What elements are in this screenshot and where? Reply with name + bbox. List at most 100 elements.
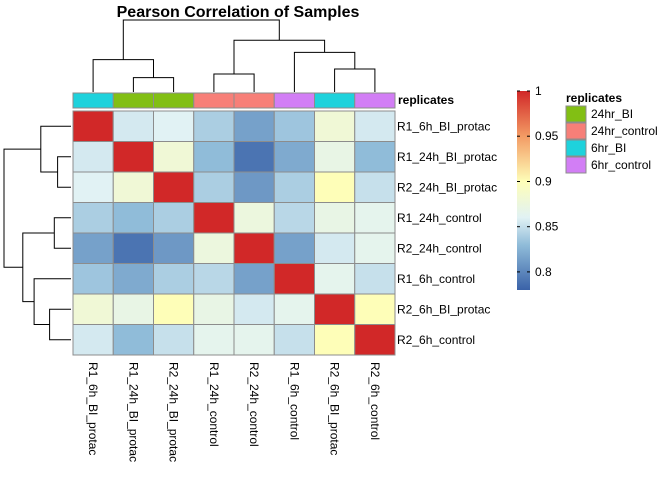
- annotation-legend-label: 24hr_BI: [591, 107, 633, 121]
- heatmap-cell: [72, 141, 114, 173]
- dendrogram-branch: [334, 68, 376, 92]
- color-scale-legend: 0.8 0.85 0.9 0.95 1: [517, 84, 559, 290]
- dendrogram-branch: [57, 156, 71, 188]
- row-label: R2_6h_control: [397, 333, 475, 347]
- heatmap-cell: [273, 171, 315, 203]
- row-label: R2_24h_control: [397, 241, 482, 255]
- heatmap-cell: [72, 202, 114, 234]
- annotation-cell: [233, 92, 275, 109]
- heatmap-cell: [233, 263, 275, 295]
- color-scale-tick-label: 0.85: [535, 220, 559, 234]
- heatmap-cell: [233, 324, 275, 356]
- column-label: R1_24h_BI_protac: [126, 362, 140, 462]
- heatmap-cell: [314, 324, 356, 356]
- annotation-cell: [193, 92, 235, 109]
- heatmap-cell: [233, 110, 275, 142]
- heatmap-cell: [112, 202, 154, 234]
- heatmap-cell: [193, 110, 235, 142]
- dendrogram-branch: [22, 232, 55, 303]
- column-label: R1_24h_control: [207, 362, 221, 447]
- row-dendrogram: [3, 125, 71, 341]
- dendrogram-branch: [3, 148, 41, 268]
- column-label: R2_6h_control: [368, 362, 382, 440]
- annotation-row-label: replicates: [398, 93, 454, 107]
- heatmap-cell: [193, 263, 235, 295]
- heatmap-cell: [153, 141, 195, 173]
- annotation-cell: [72, 92, 114, 109]
- heatmap-cell: [72, 263, 114, 295]
- heatmap-cell: [354, 141, 396, 173]
- annotation-cell: [314, 92, 356, 109]
- dendrogram-branch: [49, 308, 71, 341]
- row-labels: R1_6h_BI_protac R1_24h_BI_protac R2_24h_BI…: [397, 119, 497, 346]
- heatmap-cell: [273, 141, 315, 173]
- heatmap-cell: [193, 324, 235, 356]
- color-scale-tick-label: 0.9: [535, 175, 552, 189]
- row-label: R1_24h_BI_protac: [397, 150, 497, 164]
- heatmap-cell: [72, 171, 114, 203]
- dendrogram-branch: [213, 73, 255, 92]
- dendrogram-branch: [92, 59, 154, 92]
- heatmap-cell: [193, 293, 235, 325]
- annotation-legend-swatch: [565, 105, 587, 123]
- heatmap-cell: [112, 110, 154, 142]
- heatmap-cell: [273, 202, 315, 234]
- column-labels: R1_6h_BI_protac R1_24h_BI_protac R2_24h_BI…: [86, 362, 382, 462]
- heatmap-cell: [72, 324, 114, 356]
- heatmap-cell: [112, 171, 154, 203]
- dendrogram-branch: [33, 278, 71, 325]
- heatmap-cell: [354, 263, 396, 295]
- heatmap-cell: [112, 141, 154, 173]
- annotation-bar: [72, 92, 396, 109]
- heatmap-cell: [314, 171, 356, 203]
- heatmap-cell: [193, 171, 235, 203]
- heatmap-cell: [314, 202, 356, 234]
- annotation-legend: replicates 24hr_BI 24hr_control 6hr_BI 6hr_…: [565, 91, 658, 174]
- heatmap-cell: [354, 232, 396, 264]
- heatmap-cell: [193, 202, 235, 234]
- heatmap-cell: [273, 324, 315, 356]
- annotation-legend-label: 6hr_control: [591, 158, 651, 172]
- heatmap-cell: [354, 293, 396, 325]
- annotation-legend-label: 24hr_control: [591, 124, 658, 138]
- heatmap-cell: [72, 293, 114, 325]
- heatmap-cell: [233, 141, 275, 173]
- heatmap-cell: [354, 324, 396, 356]
- color-scale-tick-label: 0.8: [535, 265, 552, 279]
- heatmap-cell: [72, 110, 114, 142]
- heatmap-cell: [153, 171, 195, 203]
- heatmap-cell: [193, 141, 235, 173]
- heatmap-cell: [233, 232, 275, 264]
- column-label: R2_6h_BI_protac: [328, 362, 342, 455]
- heatmap-cell: [153, 110, 195, 142]
- heatmap-cell: [273, 293, 315, 325]
- column-dendrogram: [92, 19, 376, 92]
- dendrogram-branch: [233, 39, 326, 74]
- dendrogram-branch: [293, 51, 356, 92]
- dendrogram-branch: [53, 217, 71, 249]
- heatmap-cell: [153, 293, 195, 325]
- column-label: R2_24h_control: [247, 362, 261, 447]
- heatmap-cell: [354, 110, 396, 142]
- heatmap-cell: [153, 324, 195, 356]
- heatmap-cell: [233, 293, 275, 325]
- row-label: R1_6h_BI_protac: [397, 119, 490, 133]
- chart-title: Pearson Correlation of Samples: [117, 4, 360, 21]
- annotation-cell: [273, 92, 315, 109]
- annotation-cell: [112, 92, 154, 109]
- heatmap-cell: [153, 232, 195, 264]
- dendrogram-branch: [132, 77, 175, 92]
- annotation-legend-swatch: [565, 122, 587, 140]
- heatmap-cell: [314, 110, 356, 142]
- color-scale-tick-label: 1: [535, 84, 542, 98]
- heatmap-cell: [273, 110, 315, 142]
- heatmap-cell: [273, 232, 315, 264]
- heatmap-cell: [72, 232, 114, 264]
- column-label: R2_24h_BI_protac: [167, 362, 181, 462]
- color-scale-tick-label: 0.95: [535, 129, 559, 143]
- heatmap-cell: [112, 324, 154, 356]
- annotation-legend-swatch: [565, 156, 587, 174]
- heatmap-cell: [314, 141, 356, 173]
- heatmap-cell: [273, 263, 315, 295]
